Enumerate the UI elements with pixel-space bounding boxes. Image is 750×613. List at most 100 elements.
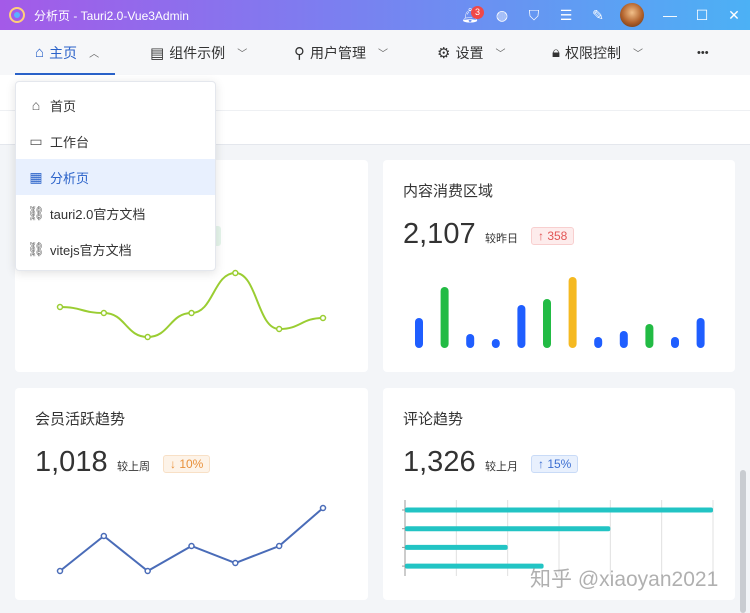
data-point xyxy=(144,567,151,575)
card-value: 1,326 xyxy=(403,446,476,478)
more-button[interactable]: ••• xyxy=(697,46,709,59)
component-icon: ▤ xyxy=(150,44,165,62)
bar xyxy=(405,563,544,569)
bar xyxy=(466,334,475,348)
card-compare: 较昨日 xyxy=(485,233,518,245)
close-button[interactable]: ✕ xyxy=(728,6,740,23)
data-point xyxy=(319,314,327,322)
card-title: 评论趋势 xyxy=(403,411,464,428)
chevron-up-icon: ︿ xyxy=(89,49,100,60)
title-bar: 分析页 - Tauri2.0-Vue3Admin 🔔︎ 3 ◍ ⛉ ☰ ✎ — ☐… xyxy=(0,0,750,30)
card-title: 会员活跃趋势 xyxy=(35,411,126,428)
nav-permissions[interactable]: 🔒︎ 权限控制 ﹀ xyxy=(552,30,643,75)
data-point xyxy=(100,309,108,317)
maximize-button[interactable]: ☐ xyxy=(695,6,709,23)
bar xyxy=(405,526,611,532)
bar xyxy=(405,544,508,550)
bar xyxy=(440,287,449,348)
series-line xyxy=(59,271,324,339)
bar xyxy=(568,277,577,348)
data-point xyxy=(275,325,283,333)
nav-label: 主页 xyxy=(49,44,78,61)
bar-chart xyxy=(415,277,705,348)
card-compare: 较上周 xyxy=(117,461,150,473)
line-chart xyxy=(56,504,327,575)
shirt-icon[interactable]: ⛉ xyxy=(528,6,540,23)
menu-item-workbench[interactable]: ▭ 工作台 xyxy=(16,123,215,159)
menu-item-vite-docs[interactable]: ⛓ vitejs官方文档 xyxy=(16,231,215,267)
change-badge: ↓ 10% xyxy=(163,455,211,473)
data-point xyxy=(232,269,239,277)
bar xyxy=(415,318,423,348)
data-point xyxy=(100,532,108,540)
avatar[interactable] xyxy=(620,3,644,27)
nav-label: 设置 xyxy=(455,44,484,61)
horizontal-bar-chart xyxy=(402,500,714,576)
link-icon: ⛓ xyxy=(27,204,45,221)
presentation-icon: ▦ xyxy=(29,168,43,185)
minimize-button[interactable]: — xyxy=(663,7,677,23)
pin-icon[interactable]: ✎ xyxy=(592,6,604,23)
nav-label: 权限控制 xyxy=(564,44,621,61)
bar xyxy=(696,318,705,348)
data-point xyxy=(56,303,64,311)
data-point xyxy=(56,567,64,575)
menu-item-label: 分析页 xyxy=(50,170,90,186)
menu-item-label: tauri2.0官方文档 xyxy=(50,206,146,222)
chevron-down-icon: ﹀ xyxy=(632,49,643,60)
nav-users[interactable]: ⚲ 用户管理 ﹀ xyxy=(294,30,388,75)
window-title: 分析页 - Tauri2.0-Vue3Admin xyxy=(34,8,189,23)
smooth-line-chart xyxy=(56,269,327,341)
menu-item-tauri-docs[interactable]: ⛓ tauri2.0官方文档 xyxy=(16,195,215,231)
monitor-icon: ▭ xyxy=(29,132,43,149)
data-point xyxy=(275,542,283,550)
card-compare: 较上月 xyxy=(485,461,518,473)
data-point xyxy=(188,542,195,550)
nav-label: 组件示例 xyxy=(169,44,226,61)
nav-home[interactable]: ⌂ 主页 ︿ xyxy=(14,30,116,75)
app-logo-icon xyxy=(9,7,25,23)
menu-item-analysis[interactable]: ▦ 分析页 xyxy=(16,159,215,195)
data-point xyxy=(319,504,327,512)
home-icon: ⌂ xyxy=(35,44,45,61)
nav-components[interactable]: ▤ 组件示例 ﹀ xyxy=(150,30,247,75)
data-point xyxy=(232,559,239,567)
chevron-down-icon: ﹀ xyxy=(378,49,388,60)
nav-settings[interactable]: ⚙ 设置 ﹀ xyxy=(437,30,505,75)
menu-item-home[interactable]: ⌂ 首页 xyxy=(16,87,215,123)
menu-item-label: vitejs官方文档 xyxy=(50,242,132,258)
notification-badge: 3 xyxy=(471,5,484,19)
nav-label: 用户管理 xyxy=(310,44,366,61)
bar xyxy=(405,507,713,513)
bar xyxy=(491,339,500,348)
change-badge: ↑ 15% xyxy=(531,455,579,473)
data-point xyxy=(144,333,151,341)
card-value: 1,018 xyxy=(35,446,108,478)
chevron-down-icon: ﹀ xyxy=(237,49,248,60)
chevron-down-icon: ﹀ xyxy=(495,49,506,60)
card-content: 内容消费区域 2,107 较昨日 ↑ 358 xyxy=(383,160,735,372)
globe-icon[interactable]: ◍ xyxy=(495,6,509,23)
sliders-icon[interactable]: ☰ xyxy=(559,6,573,23)
user-icon: ⚲ xyxy=(294,44,305,62)
home-dropdown-menu: ⌂ 首页 ▭ 工作台 ▦ 分析页 ⛓ tauri2.0官方文档 ⛓ vitejs官方文档 xyxy=(15,81,216,271)
home-icon: ⌂ xyxy=(31,97,41,113)
top-nav: ⌂ 主页 ︿ ▤ 组件示例 ﹀ ⚲ 用户管理 ﹀ ⚙ 设置 ﹀ 🔒︎ 权限控制 ﹀ ••• xyxy=(0,30,750,75)
watermark: 知乎 @xiaoyan2021 xyxy=(530,568,719,591)
card-members: 会员活跃趋势 1,018 较上周 ↓ 10% xyxy=(15,388,368,600)
bar xyxy=(619,331,628,348)
bar xyxy=(671,337,679,348)
data-point xyxy=(188,309,195,317)
scrollbar[interactable] xyxy=(740,470,746,613)
bar xyxy=(645,324,654,348)
menu-item-label: 首页 xyxy=(50,98,77,114)
card-comments: 评论趋势 1,326 较上月 ↑ 15% xyxy=(383,388,735,600)
change-badge: ↑ 358 xyxy=(531,227,575,245)
bar xyxy=(517,305,526,348)
link-icon: ⛓ xyxy=(27,240,45,257)
card-value: 2,107 xyxy=(403,218,476,250)
bar xyxy=(543,299,551,348)
lock-icon: 🔒︎ xyxy=(552,44,560,61)
bell-icon[interactable]: 🔔︎ 3 xyxy=(454,5,486,24)
menu-item-label: 工作台 xyxy=(50,134,90,150)
